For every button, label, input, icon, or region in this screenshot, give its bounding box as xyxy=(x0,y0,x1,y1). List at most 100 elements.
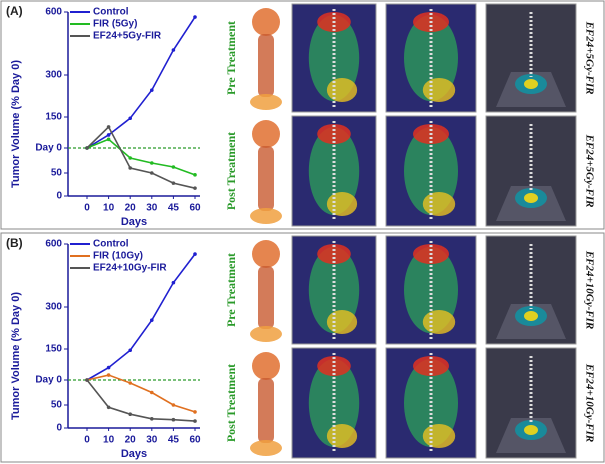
x-tick-label: 45 xyxy=(168,203,180,214)
series-line xyxy=(86,374,196,413)
data-point xyxy=(171,165,176,169)
data-point xyxy=(150,171,154,175)
y-tick-label: 50 xyxy=(51,168,63,179)
x-tick-label: 0 xyxy=(84,203,90,214)
image-blob xyxy=(326,192,358,216)
image-blob xyxy=(252,240,280,268)
x-tick-label: 0 xyxy=(84,435,90,446)
data-point xyxy=(128,348,132,353)
panel-frame xyxy=(0,232,605,463)
x-tick-label: 10 xyxy=(103,435,115,446)
data-point xyxy=(193,410,197,414)
x-tick-label: 20 xyxy=(125,435,137,446)
y-tick-label: 600 xyxy=(45,239,62,250)
treatment-label: EF24+5Gy-FIR xyxy=(583,21,595,95)
image-blob xyxy=(524,425,538,435)
image-blob xyxy=(258,146,274,211)
image-blob xyxy=(326,424,358,448)
series-line xyxy=(86,16,196,149)
series-line xyxy=(86,379,196,422)
image-blob xyxy=(258,34,274,97)
data-point xyxy=(128,116,132,121)
y-tick-label: 150 xyxy=(45,112,62,123)
legend-label: FIR (10Gy) xyxy=(93,251,143,262)
data-point xyxy=(171,280,176,285)
image-blob xyxy=(524,79,538,89)
legend-label: EF24+10Gy-FIR xyxy=(93,263,167,274)
y-tick-label: 300 xyxy=(45,302,62,313)
treatment-label: EF24+10Gy-FIR xyxy=(583,250,595,329)
row-label: Post Treatment xyxy=(224,364,238,442)
data-point xyxy=(128,412,132,417)
y-tick-label: 600 xyxy=(45,7,62,18)
image-blob xyxy=(252,352,280,380)
image-blob xyxy=(524,193,538,203)
panel-frame xyxy=(0,0,605,230)
image-blob xyxy=(252,120,280,148)
image-blob xyxy=(524,311,538,321)
data-point xyxy=(128,156,132,160)
data-point xyxy=(193,173,197,177)
series-line xyxy=(86,125,196,189)
row-label: Pre Treatment xyxy=(224,21,238,95)
x-tick-label: 60 xyxy=(189,435,201,446)
legend-label: EF24+5Gy-FIR xyxy=(93,31,162,42)
data-point xyxy=(106,133,111,137)
legend-label: Control xyxy=(93,239,129,250)
data-point xyxy=(171,181,176,185)
x-tick-label: 60 xyxy=(189,203,201,214)
image-blob xyxy=(422,310,456,334)
x-tick-label: 10 xyxy=(103,203,115,214)
treatment-label: EF24+5Gy-FIR xyxy=(583,134,595,208)
data-point xyxy=(171,403,176,407)
data-point xyxy=(106,365,111,370)
data-point xyxy=(171,417,176,422)
x-tick-label: 30 xyxy=(146,435,158,446)
x-tick-label: 45 xyxy=(168,435,180,446)
data-point xyxy=(193,419,197,423)
data-point xyxy=(193,186,197,190)
data-point xyxy=(150,417,154,421)
y-tick-label: Day 0 xyxy=(35,375,62,386)
image-blob xyxy=(422,78,456,102)
image-blob xyxy=(326,310,358,334)
image-blob xyxy=(250,326,282,342)
data-point xyxy=(150,390,154,395)
data-point xyxy=(150,318,154,322)
x-axis-label: Days xyxy=(121,216,147,228)
y-tick-label: 300 xyxy=(45,70,62,81)
panel-label: (B) xyxy=(6,236,23,250)
legend-label: Control xyxy=(93,7,129,18)
x-axis-label: Days xyxy=(121,448,147,460)
data-point xyxy=(171,48,176,52)
data-point xyxy=(128,381,132,385)
image-blob xyxy=(250,94,282,110)
row-label: Pre Treatment xyxy=(224,253,238,327)
data-point xyxy=(85,146,89,150)
y-axis-label: Tumor Volume (% Day 0) xyxy=(10,60,22,188)
y-axis-label: Tumor Volume (% Day 0) xyxy=(10,292,22,420)
data-point xyxy=(150,88,154,92)
panel-label: (A) xyxy=(6,4,23,18)
series-line xyxy=(86,138,196,176)
x-tick-label: 20 xyxy=(125,203,137,214)
data-point xyxy=(106,405,111,410)
y-tick-label: 0 xyxy=(56,191,62,202)
image-blob xyxy=(250,208,282,224)
data-point xyxy=(150,161,154,165)
data-point xyxy=(193,252,197,256)
y-tick-label: 150 xyxy=(45,344,62,355)
y-tick-label: 50 xyxy=(51,400,63,411)
row-label: Post Treatment xyxy=(224,132,238,210)
image-blob xyxy=(422,424,456,448)
treatment-label: EF24+10Gy-FIR xyxy=(583,363,595,442)
data-point xyxy=(106,137,111,142)
image-blob xyxy=(250,440,282,456)
data-point xyxy=(85,378,89,382)
data-point xyxy=(106,373,111,377)
y-tick-label: 0 xyxy=(56,423,62,434)
image-blob xyxy=(422,192,456,216)
image-blob xyxy=(258,266,274,329)
x-tick-label: 30 xyxy=(146,203,158,214)
